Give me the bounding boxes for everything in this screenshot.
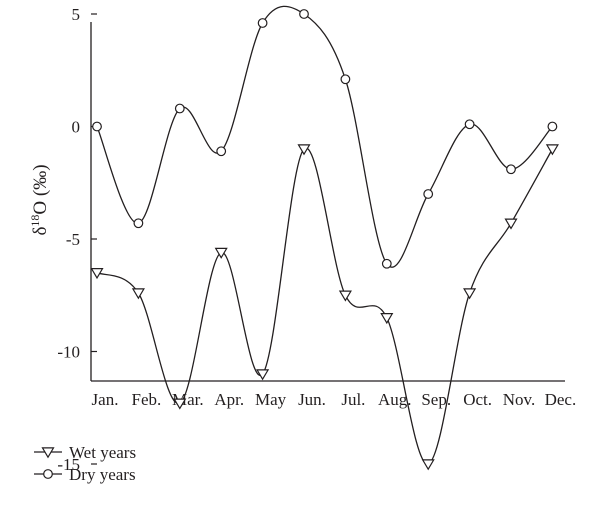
legend: Wet years Dry years [34, 443, 136, 484]
x-tick-label: Apr. [214, 390, 244, 409]
x-tick-label: Sep. [421, 390, 451, 409]
legend-marker [41, 447, 55, 459]
wet-years-point [131, 288, 145, 300]
legend-label: Wet years [69, 443, 136, 462]
wet-years-point [90, 268, 104, 280]
dry-years-point [299, 9, 309, 19]
x-tick-label: Jan. [92, 390, 119, 409]
y-tick-label: -15 [57, 455, 80, 474]
dry-years-point [547, 121, 558, 132]
x-tick-label: May [255, 390, 287, 409]
legend-label: Dry years [69, 465, 136, 484]
x-tick-label: Aug. [378, 390, 412, 409]
legend-item-wet-years: Wet years [34, 443, 136, 462]
legend-marker [43, 469, 53, 479]
wet-years-point [380, 313, 394, 325]
dry-years-point [340, 74, 351, 85]
legend-item-dry-years: Dry years [34, 465, 136, 484]
wet-years-point [463, 288, 477, 300]
y-tick-label: -5 [66, 230, 80, 249]
series-dry-years [92, 5, 558, 269]
dry-years-point [216, 146, 227, 157]
y-axis-title: δ18O (‰) [28, 164, 51, 235]
x-tick-label: Dec. [545, 390, 577, 409]
wet-years-point [338, 290, 352, 302]
wet-years-point [504, 218, 518, 230]
dry-years-line [96, 5, 553, 268]
x-tick-label: Jul. [341, 390, 365, 409]
series-layer [90, 5, 559, 471]
y-ticks: 5 0 -5 -10 -15 [57, 5, 97, 474]
y-tick-label: 5 [72, 5, 81, 24]
dry-years-point [464, 119, 475, 130]
x-tick-label: Feb. [132, 390, 162, 409]
x-tick-label: Oct. [463, 390, 492, 409]
x-tick-label: Nov. [503, 390, 535, 409]
series-wet-years [90, 144, 559, 471]
dry-years-point [92, 121, 102, 132]
wet-years-point [297, 144, 311, 156]
x-tick-label: Jun. [298, 390, 326, 409]
wet-years-point [421, 459, 435, 471]
dry-years-point [423, 189, 434, 199]
wet-years-point [545, 144, 559, 156]
dry-years-point [506, 164, 516, 175]
wet-years-point [173, 398, 187, 410]
dry-years-point [174, 103, 185, 114]
wet-years-point [256, 369, 270, 381]
wet-years-point [214, 247, 228, 259]
y-tick-label: 0 [72, 118, 81, 137]
x-ticks: Jan. Feb. Mar. Apr. May Jun. Jul. Aug. Sep. Oct. N… [92, 390, 577, 409]
dry-years-point [257, 18, 268, 28]
y-tick-label: -10 [57, 343, 80, 362]
dry-years-point [381, 258, 392, 269]
wet-years-line [96, 147, 553, 465]
dry-years-point [133, 218, 144, 229]
axes [90, 22, 565, 382]
